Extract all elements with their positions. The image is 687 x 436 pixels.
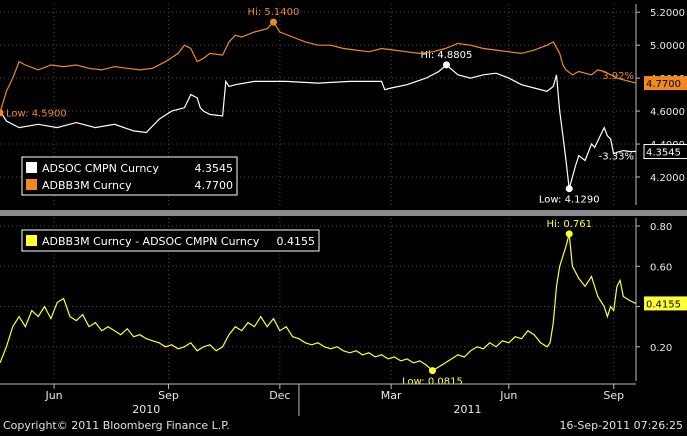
last-value-label: 0.4155 — [646, 299, 681, 310]
last-value-box — [643, 144, 687, 160]
x-tick-label: Sep — [603, 389, 624, 402]
bottom-legend-box — [21, 229, 320, 252]
timestamp-text: 16-Sep-2011 07:26:25 — [559, 419, 683, 432]
legend-swatch — [26, 162, 37, 173]
top-y-tick-label: 5.0000 — [650, 41, 685, 52]
bottom-y-tick-label: 0.20 — [650, 343, 672, 354]
annotation-dot[interactable] — [0, 109, 4, 117]
annotation-dot[interactable] — [269, 18, 277, 26]
legend-entry-value: 4.3545 — [195, 162, 234, 175]
annotation-label: Low: 4.5900 — [6, 109, 67, 120]
annotation-dot[interactable] — [565, 185, 573, 193]
annotation-label: Low: 4.1290 — [539, 195, 600, 206]
panel-separator[interactable] — [0, 210, 687, 216]
annotation-label: Hi: 5.1400 — [248, 7, 300, 18]
legend-entry-name: ADBB3M Curncy — [42, 179, 132, 192]
top-y-tick-label: 4.6000 — [650, 107, 685, 118]
last-value-label: 4.3545 — [646, 148, 681, 159]
annotation-label: Hi: 0.761 — [546, 219, 591, 230]
annotation-label: Hi: 4.8805 — [421, 50, 473, 61]
legend-swatch — [26, 179, 37, 190]
x-tick-label: Dec — [269, 389, 290, 402]
top-y-tick-label: 5.2000 — [650, 8, 685, 19]
top-y-tick-label: 4.2000 — [650, 173, 685, 184]
legend-entry-value: 4.7700 — [195, 179, 234, 192]
annotation-label: Low: 0.0815 — [402, 377, 463, 388]
x-tick-label: Jun — [44, 389, 62, 402]
change-label: 3.92% — [602, 71, 634, 82]
top-legend-box — [21, 156, 238, 196]
legend-entry-name: ADSOC CMPN Curncy — [42, 162, 159, 175]
legend-swatch — [26, 235, 37, 246]
series-line-adbb3m-curncy[interactable] — [0, 21, 637, 113]
x-tick-label: Sep — [158, 389, 179, 402]
last-value-box — [644, 296, 687, 311]
change-label: -3.33% — [599, 152, 634, 163]
top-panel: 4.20004.40004.60004.80005.00005.20004.35… — [0, 4, 687, 206]
legend-entry-name: ADBB3M Curncy - ADSOC CMPN Curncy — [42, 235, 260, 248]
annotation-dot[interactable] — [428, 367, 436, 375]
last-value-box — [644, 76, 687, 91]
year-label: 2010 — [132, 403, 160, 416]
last-value-label: 4.7700 — [646, 79, 681, 90]
annotation-dot[interactable] — [565, 230, 573, 238]
bottom-y-tick-label: 0.80 — [650, 222, 672, 233]
year-label: 2011 — [453, 403, 481, 416]
x-tick-label: Jun — [499, 389, 517, 402]
x-tick-label: Mar — [381, 389, 402, 402]
copyright-text: Copyright© 2011 Bloomberg Finance L.P. — [3, 419, 230, 432]
annotation-dot[interactable] — [442, 61, 450, 69]
series-line-adbb3m-curncy-adsoc-cmpn-curncy[interactable] — [0, 233, 637, 372]
bottom-y-tick-label: 0.60 — [650, 262, 672, 273]
series-line-adsoc-cmpn-curncy[interactable] — [0, 64, 636, 189]
legend-entry-value: 0.4155 — [277, 235, 316, 248]
